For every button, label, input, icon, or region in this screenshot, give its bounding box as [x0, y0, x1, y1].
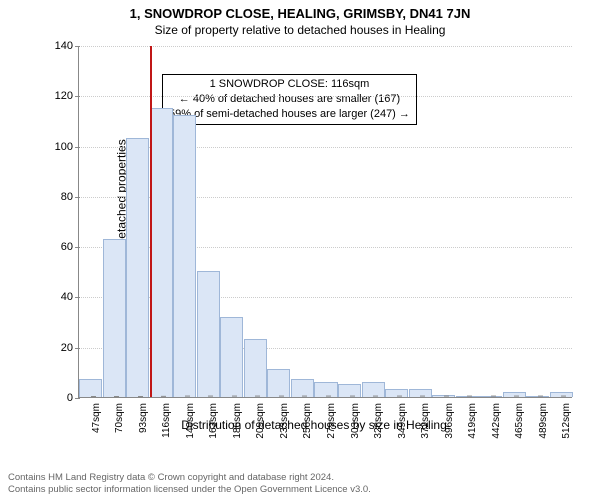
grid-line	[79, 96, 572, 97]
histogram-bar	[291, 379, 314, 397]
page-subtitle: Size of property relative to detached ho…	[0, 23, 600, 37]
histogram-bar	[103, 239, 126, 397]
chart-container: Number of detached properties 1 SNOWDROP…	[48, 46, 580, 436]
histogram-bar	[244, 339, 267, 397]
histogram-bar	[79, 379, 102, 397]
y-tick-label: 140	[55, 40, 79, 52]
histogram-bar	[150, 108, 173, 397]
annotation-box: 1 SNOWDROP CLOSE: 116sqm← 40% of detache…	[162, 74, 417, 125]
y-tick-label: 40	[61, 291, 79, 303]
histogram-bar	[314, 382, 337, 397]
x-axis-label: Distribution of detached houses by size …	[48, 418, 580, 432]
footer-attribution: Contains HM Land Registry data © Crown c…	[8, 472, 371, 496]
histogram-bar	[267, 369, 290, 397]
footer-line-1: Contains HM Land Registry data © Crown c…	[8, 472, 371, 484]
histogram-bar	[220, 317, 243, 397]
footer-line-2: Contains public sector information licen…	[8, 484, 371, 496]
histogram-bar	[197, 271, 220, 397]
annotation-line: 59% of semi-detached houses are larger (…	[169, 107, 410, 122]
grid-line	[79, 46, 572, 47]
annotation-line: 1 SNOWDROP CLOSE: 116sqm	[169, 77, 410, 92]
page-title: 1, SNOWDROP CLOSE, HEALING, GRIMSBY, DN4…	[0, 6, 600, 21]
histogram-bar	[362, 382, 385, 397]
y-tick-label: 120	[55, 90, 79, 102]
y-tick-label: 20	[61, 342, 79, 354]
annotation-line: ← 40% of detached houses are smaller (16…	[169, 92, 410, 107]
plot-area: Number of detached properties 1 SNOWDROP…	[78, 46, 572, 398]
histogram-bar	[126, 138, 149, 397]
y-tick-label: 60	[61, 241, 79, 253]
reference-line	[150, 46, 152, 397]
y-tick-label: 100	[55, 141, 79, 153]
y-tick-label: 0	[67, 392, 79, 404]
y-tick-label: 80	[61, 191, 79, 203]
histogram-bar	[173, 115, 196, 397]
